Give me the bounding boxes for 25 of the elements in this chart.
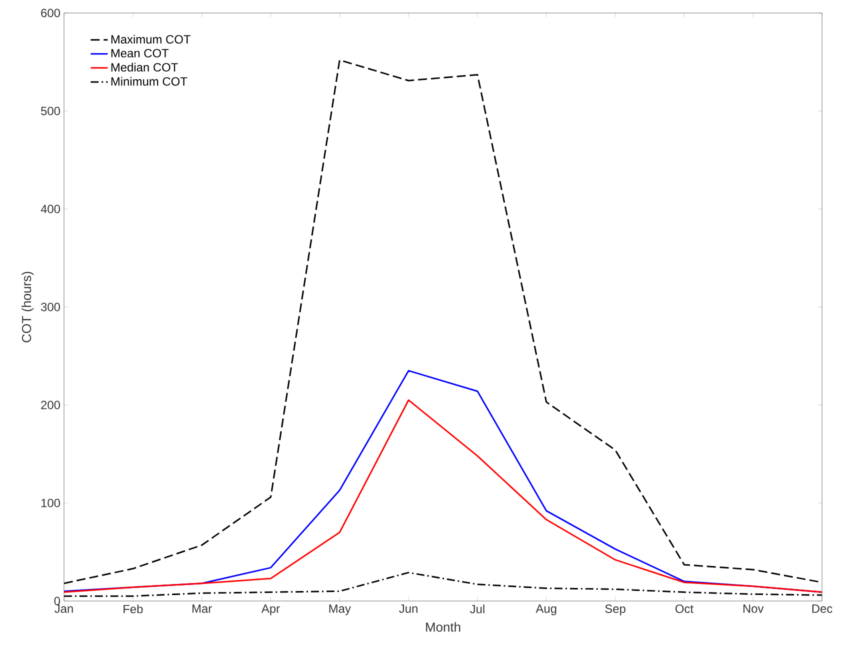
legend-label: Maximum COT xyxy=(111,34,190,44)
y-tick-label: 500 xyxy=(41,106,60,116)
x-tick-label: Jul xyxy=(470,604,484,614)
y-tick-label: 200 xyxy=(41,400,60,410)
legend-label: Median COT xyxy=(111,62,178,72)
y-axis-title: COT (hours) xyxy=(22,272,34,342)
legend-label: Minimum COT xyxy=(111,76,188,86)
x-tick-label: Oct xyxy=(675,604,694,613)
x-tick-label: Jun xyxy=(399,604,418,613)
y-tick-label: 100 xyxy=(41,498,60,508)
y-tick-label: 400 xyxy=(40,204,60,214)
x-tick-label: Mar xyxy=(192,604,212,613)
x-tick-label: Feb xyxy=(124,604,143,614)
x-tick-label: Apr xyxy=(261,604,280,616)
x-tick-label: Nov xyxy=(743,604,764,613)
x-tick-label: Jan xyxy=(54,604,73,613)
y-tick-label: 600 xyxy=(41,8,60,18)
x-tick-label: Dec xyxy=(812,604,832,613)
y-tick-label: 300 xyxy=(40,302,60,312)
x-tick-label: Sep xyxy=(605,604,626,616)
legend-label: Mean COT xyxy=(111,48,169,58)
x-tick-label: Aug xyxy=(536,604,556,616)
x-axis-title: Month xyxy=(426,622,460,632)
x-tick-label: May xyxy=(329,604,351,616)
y-tick-label: 0 xyxy=(54,596,60,606)
